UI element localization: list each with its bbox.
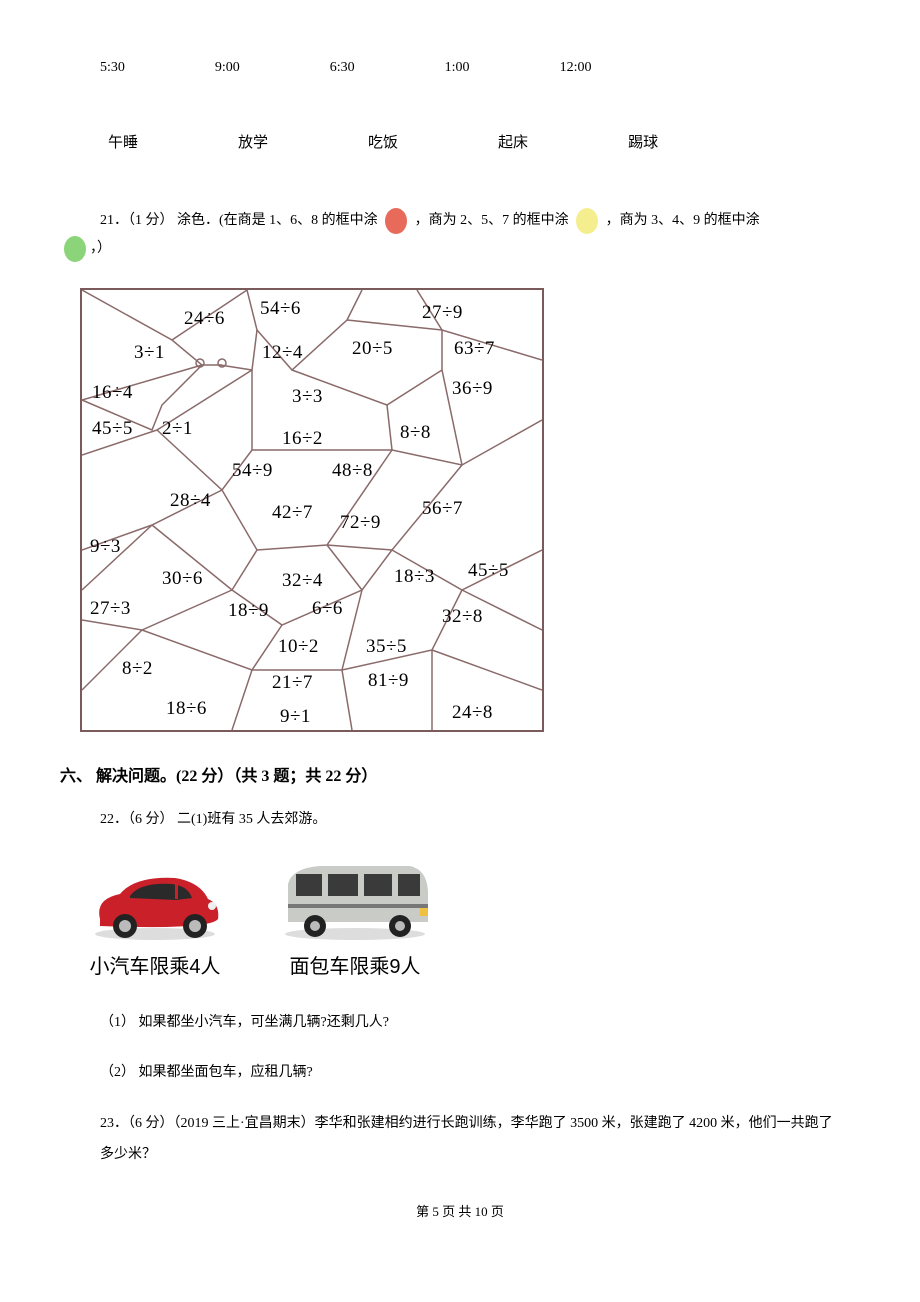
diagram-expr: 9÷3: [90, 536, 121, 558]
diagram-expr: 24÷8: [452, 702, 493, 724]
diagram-expr: 6÷6: [312, 598, 343, 620]
division-diagram: 24÷6 54÷6 27÷9 3÷1 12÷4 20÷5 63÷7 16÷4 3÷3 36÷9 45…: [80, 288, 544, 732]
diagram-expr: 54÷6: [260, 298, 301, 320]
diagram-expr: 36÷9: [452, 378, 493, 400]
diagram-expr: 30÷6: [162, 568, 203, 590]
diagram-expr: 2÷1: [162, 418, 193, 440]
vehicles-row: 小汽车限乘4人 面包车限乘9人: [60, 854, 860, 979]
diagram-expr: 27÷9: [422, 302, 463, 324]
diagram-expr: 54÷9: [232, 460, 273, 482]
diagram-expr: 56÷7: [422, 498, 463, 520]
diagram-expr: 81÷9: [368, 670, 409, 692]
page-footer: 第 5 页 共 10 页: [60, 1201, 860, 1220]
car-block: 小汽车限乘4人: [80, 864, 230, 979]
diagram-expr: 32÷4: [282, 570, 323, 592]
diagram-expr: 18÷3: [394, 566, 435, 588]
q22-sub2: （2） 如果都坐面包车，应租几辆?: [60, 1059, 860, 1087]
time-3: 6:30: [330, 60, 355, 76]
q21-prefix: 21．（1 分） 涂色．(在商是 1、6、8 的框中涂: [100, 213, 378, 228]
diagram-expr: 16÷4: [92, 382, 133, 404]
diagram-expr: 10÷2: [278, 636, 319, 658]
page-container: 5:30 9:00 6:30 1:00 12:00 午睡 放学 吃饭 起床 踢球…: [0, 0, 920, 1240]
time-2: 9:00: [215, 60, 240, 76]
section-6-title: 六、 解决问题。(22 分）（共 3 题；共 22 分）: [60, 762, 860, 786]
activity-4: 起床: [498, 131, 528, 152]
diagram-expr: 8÷2: [122, 658, 153, 680]
diagram-expr: 72÷9: [340, 512, 381, 534]
diagram-expr: 24÷6: [184, 308, 225, 330]
diagram-expr: 35÷5: [366, 636, 407, 658]
diagram-expr: 16÷2: [282, 428, 323, 450]
activity-5: 踢球: [628, 131, 658, 152]
q21-mid2: ，商为 3、4、9 的框中涂: [606, 213, 760, 228]
time-1: 5:30: [100, 60, 125, 76]
car-label: 小汽车限乘4人: [89, 950, 220, 979]
van-icon: [270, 854, 440, 944]
diagram-expr: 45÷5: [468, 560, 509, 582]
yellow-blob-icon: [576, 208, 598, 234]
diagram-expr: 28÷4: [170, 490, 211, 512]
van-label: 面包车限乘9人: [289, 950, 420, 979]
green-blob-icon: [64, 236, 86, 262]
diagram-expr: 42÷7: [272, 502, 313, 524]
diagram-expr: 21÷7: [272, 672, 313, 694]
q21-line2: ，）: [60, 235, 860, 263]
diagram-expr: 63÷7: [454, 338, 495, 360]
diagram-expr: 48÷8: [332, 460, 373, 482]
diagram-expr: 8÷8: [400, 422, 431, 444]
diagram-expr: 18÷9: [228, 600, 269, 622]
activity-3: 吃饭: [368, 131, 398, 152]
diagram-expr: 3÷1: [134, 342, 165, 364]
diagram-expr: 27÷3: [90, 598, 131, 620]
time-4: 1:00: [445, 60, 470, 76]
red-blob-icon: [385, 208, 407, 234]
van-block: 面包车限乘9人: [270, 854, 440, 979]
diagram-expr: 12÷4: [262, 342, 303, 364]
q22-head: 22．（6 分） 二(1)班有 35 人去郊游。: [60, 806, 860, 834]
diagram-expr: 9÷1: [280, 706, 311, 728]
q21-suffix: ，）: [90, 235, 111, 263]
q21-line1: 21．（1 分） 涂色．(在商是 1、6、8 的框中涂 ，商为 2、5、7 的框…: [60, 207, 860, 235]
q21-mid1: ，商为 2、5、7 的框中涂: [415, 213, 569, 228]
q22-sub1: （1） 如果都坐小汽车，可坐满几辆?还剩几人?: [60, 1009, 860, 1037]
diagram-expr: 20÷5: [352, 338, 393, 360]
diagram-expr: 3÷3: [292, 386, 323, 408]
diagram-expr: 32÷8: [442, 606, 483, 628]
activity-2: 放学: [238, 131, 268, 152]
activity-row: 午睡 放学 吃饭 起床 踢球: [60, 131, 860, 152]
q23-text: 23．（6 分）（2019 三上·宜昌期末）李华和张建相约进行长跑训练，李华跑了…: [60, 1109, 860, 1171]
car-icon: [80, 864, 230, 944]
diagram-expr: 45÷5: [92, 418, 133, 440]
diagram-expr: 18÷6: [166, 698, 207, 720]
activity-1: 午睡: [108, 131, 138, 152]
time-row: 5:30 9:00 6:30 1:00 12:00: [60, 60, 860, 76]
time-5: 12:00: [560, 60, 592, 76]
